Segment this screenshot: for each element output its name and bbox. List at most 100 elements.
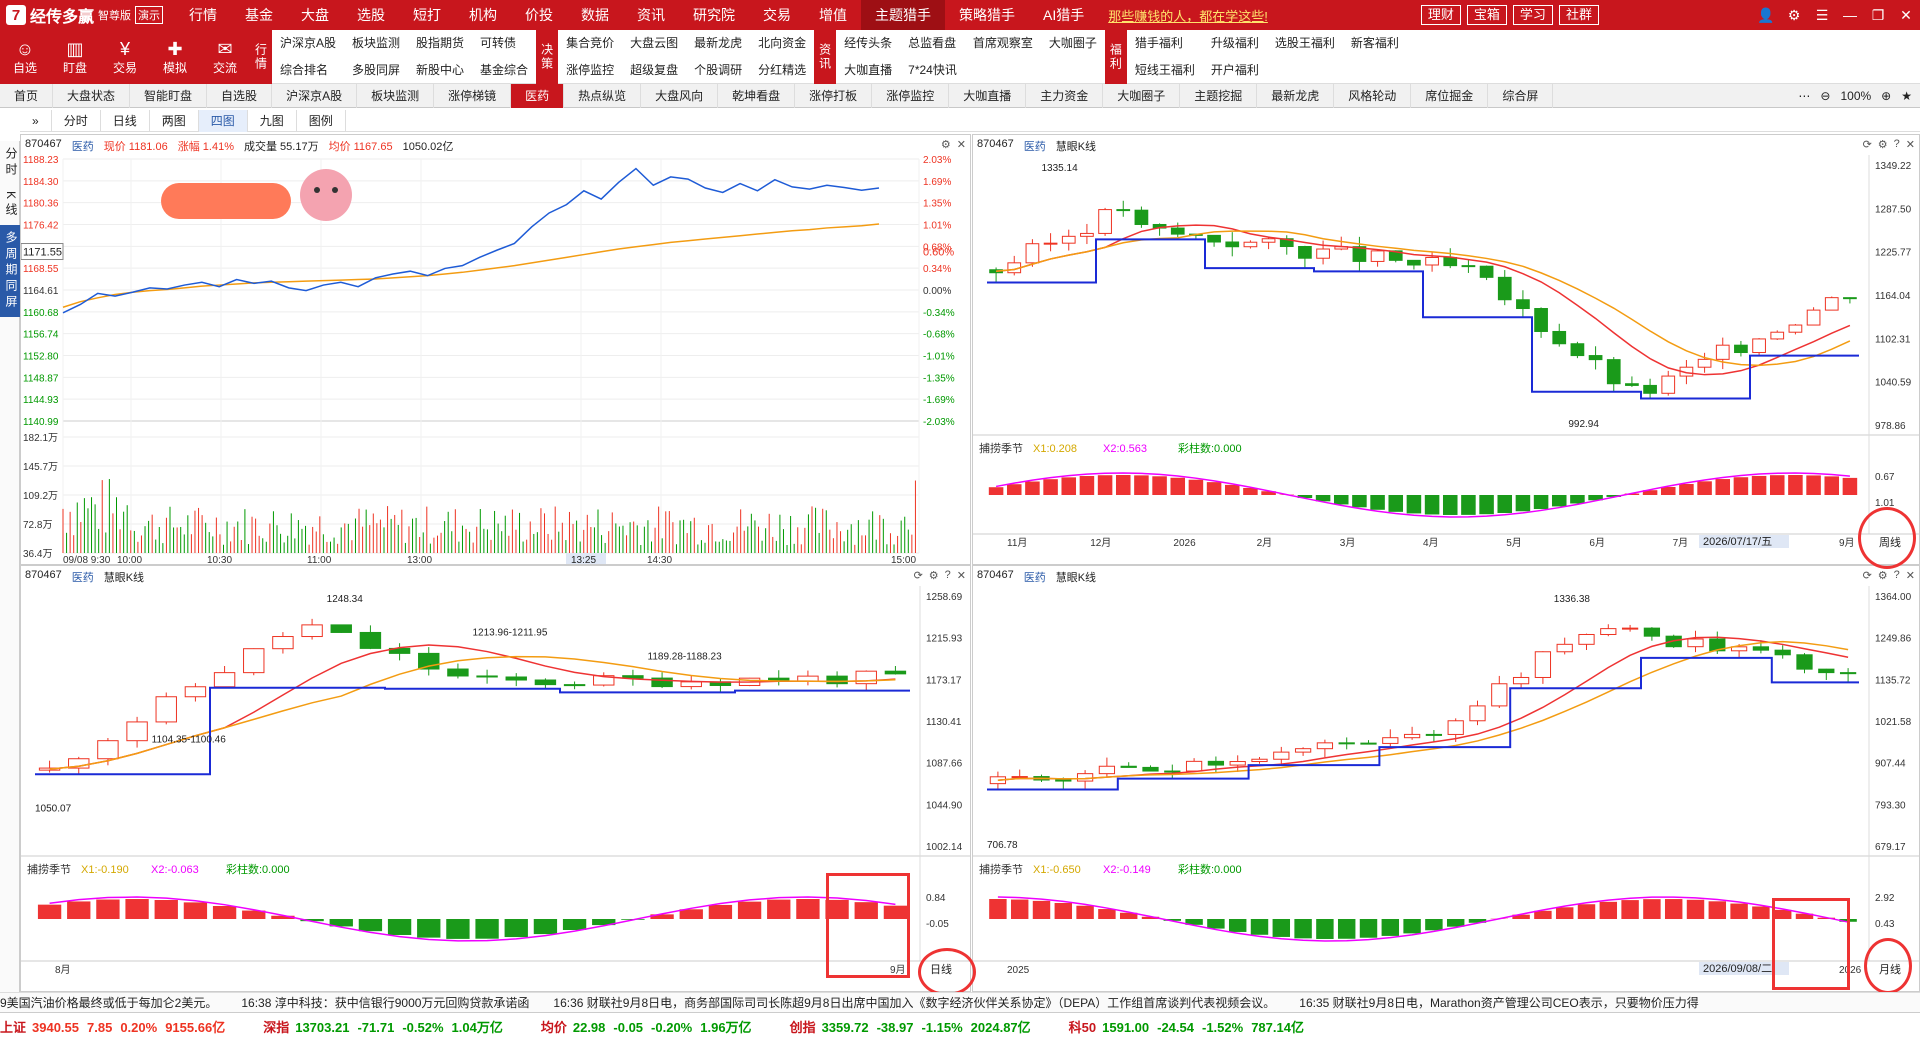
top-menu-item[interactable]: 增值 xyxy=(819,7,847,23)
page-tab[interactable]: 最新龙虎 xyxy=(1257,83,1335,108)
user-icon[interactable]: 👤 xyxy=(1757,6,1775,23)
top-menu-item[interactable]: 价投 xyxy=(525,7,553,23)
function-item[interactable]: 涨停监控 xyxy=(566,63,615,77)
slogan-link[interactable]: 那些赚钱的人，都在学这些! xyxy=(1108,8,1268,24)
function-item[interactable]: 综合排名 xyxy=(280,63,329,77)
monthly-kline-chart[interactable]: 1364.00 1249.86 1135.72 1021.58 907.44 793.30… xyxy=(973,566,1919,991)
big-icon-button[interactable]: ¥ 交易 xyxy=(100,30,150,84)
news-item[interactable]: 16:38 淳中科技：获中信银行9000万元回购贷款承诺函 xyxy=(241,996,530,1010)
function-item[interactable]: 北向资金 xyxy=(758,36,807,50)
function-item[interactable]: 股指期货 xyxy=(416,36,465,50)
top-menu-item[interactable]: 交易 xyxy=(763,7,791,23)
top-menu-item[interactable]: 大盘 xyxy=(301,7,329,23)
function-item[interactable]: 大盘云图 xyxy=(630,36,679,50)
big-icon-button[interactable]: ✉ 交流 xyxy=(200,30,250,84)
view-option[interactable]: 分时 xyxy=(52,109,101,132)
page-tab[interactable]: 自选股 xyxy=(207,83,273,108)
intraday-chart[interactable]: 1188.23 2.03% 1184.30 1.69% 1180.36 1.35% 1176… xyxy=(20,135,970,566)
view-option[interactable]: 四图 xyxy=(198,109,248,132)
function-item[interactable]: 分红精选 xyxy=(758,63,807,77)
top-menu-item[interactable]: 数据 xyxy=(581,7,609,23)
index-item[interactable]: 科50 1591.00 -24.54 -1.52% 787.14亿 xyxy=(1069,1017,1312,1036)
index-item[interactable]: 创指 3359.72 -38.97 -1.15% 2024.87亿 xyxy=(790,1017,1039,1036)
star-icon[interactable]: ★ xyxy=(1901,88,1912,103)
function-item[interactable]: 多股同屏 xyxy=(352,63,401,77)
indicator-select[interactable]: 慧眼K线 xyxy=(103,572,145,584)
function-item[interactable]: 开户福利 xyxy=(1210,63,1259,77)
close-icon[interactable]: ✕ xyxy=(1900,6,1912,23)
top-menu-item[interactable]: 基金 xyxy=(245,7,273,23)
close-icon[interactable]: ✕ xyxy=(956,139,966,151)
function-item[interactable]: 大咖直播 xyxy=(844,63,893,77)
page-tab[interactable]: 医药 xyxy=(511,83,565,108)
restore-icon[interactable]: ❐ xyxy=(1871,6,1885,23)
function-item[interactable]: 短线王福利 xyxy=(1134,63,1195,77)
page-tab[interactable]: 大咖直播 xyxy=(949,83,1027,108)
menu-icon[interactable]: ☰ xyxy=(1815,6,1829,23)
zoom-out-icon[interactable]: ⊖ xyxy=(1820,88,1831,103)
news-ticker[interactable]: 9美国汽油价格最终或低于每加仑2美元。 16:38 淳中科技：获中信银行9000万… xyxy=(0,992,1920,1012)
top-menu-item[interactable]: 研究院 xyxy=(693,7,735,23)
top-right-button[interactable]: 学习 xyxy=(1512,5,1553,25)
help-icon[interactable]: ? xyxy=(1893,138,1900,150)
stock-name[interactable]: 医药 xyxy=(1023,572,1046,584)
top-menu-item[interactable]: 选股 xyxy=(357,7,385,23)
big-icon-button[interactable]: ✚ 模拟 xyxy=(150,30,200,84)
big-icon-button[interactable]: ☺ 自选 xyxy=(0,30,50,84)
page-tab[interactable]: 热点纵览 xyxy=(564,83,642,108)
function-item[interactable]: 总监看盘 xyxy=(908,36,957,50)
stock-name[interactable]: 医药 xyxy=(71,572,94,584)
view-option[interactable]: 图例 xyxy=(297,109,346,132)
news-item[interactable]: 9美国汽油价格最终或低于每加仑2美元。 xyxy=(0,996,218,1010)
page-tab[interactable]: 主题挖掘 xyxy=(1180,83,1258,108)
help-icon[interactable]: ? xyxy=(944,569,951,581)
stock-name[interactable]: 医药 xyxy=(71,141,94,153)
gear-icon[interactable]: ⚙ xyxy=(1877,139,1888,151)
top-menu-item[interactable]: 行情 xyxy=(189,7,217,23)
page-tab[interactable]: 大盘风向 xyxy=(641,83,719,108)
page-tab[interactable]: 首页 xyxy=(0,83,54,108)
page-tab[interactable]: 板块监测 xyxy=(357,83,435,108)
function-item[interactable]: 沪深京A股 xyxy=(280,36,337,50)
function-item[interactable]: 板块监测 xyxy=(352,36,401,50)
gear-icon[interactable]: ⚙ xyxy=(1787,6,1801,23)
refresh-icon[interactable]: ⟳ xyxy=(913,570,923,582)
function-item[interactable]: 7*24快讯 xyxy=(908,63,957,77)
function-item[interactable]: 集合竞价 xyxy=(566,36,615,50)
news-item[interactable]: 16:35 财联社9月8日电，Marathon资产管理公司CEO表示，只要物价压… xyxy=(1299,996,1699,1010)
page-tab[interactable]: 席位掘金 xyxy=(1411,83,1489,108)
more-icon[interactable]: ⋯ xyxy=(1798,88,1811,103)
function-item[interactable]: 基金综合 xyxy=(480,63,529,77)
top-menu-item[interactable]: 资讯 xyxy=(637,7,665,23)
function-item[interactable]: 升级福利 xyxy=(1210,36,1259,50)
function-item[interactable]: 经传头条 xyxy=(844,36,893,50)
page-tab[interactable]: 智能盯盘 xyxy=(130,83,208,108)
view-option[interactable]: 两图 xyxy=(150,109,199,132)
gear-icon[interactable]: ⚙ xyxy=(940,139,951,151)
top-menu-item[interactable]: 主题猎手 xyxy=(861,0,945,30)
top-menu-item[interactable]: 策略猎手 xyxy=(959,7,1015,23)
index-item[interactable]: 深指 13703.21 -71.71 -0.52% 1.04万亿 xyxy=(263,1017,511,1036)
app-logo[interactable]: 7 经传多赢 智尊版 演示 xyxy=(0,3,175,27)
zoom-in-icon[interactable]: ⊕ xyxy=(1881,88,1892,103)
side-tab[interactable]: 多周期同屏 xyxy=(0,225,20,318)
function-item[interactable]: 个股调研 xyxy=(694,63,743,77)
function-item[interactable]: 大咖圈子 xyxy=(1048,36,1097,50)
refresh-icon[interactable]: ⟳ xyxy=(1862,570,1872,582)
refresh-icon[interactable]: ⟳ xyxy=(1862,139,1872,151)
function-item[interactable]: 选股王福利 xyxy=(1274,36,1335,50)
side-tab[interactable]: 分时 xyxy=(4,147,18,179)
weekly-kline-chart[interactable]: 1349.22 1287.50 1225.77 1164.04 1102.31 1040.… xyxy=(973,135,1919,564)
help-icon[interactable]: ? xyxy=(1893,569,1900,581)
function-item[interactable]: 可转债 xyxy=(480,36,517,50)
page-tab[interactable]: 涨停梯镜 xyxy=(434,83,512,108)
page-tab[interactable]: 风格轮动 xyxy=(1334,83,1412,108)
page-tab[interactable]: 沪深京A股 xyxy=(272,83,358,108)
view-option[interactable]: 日线 xyxy=(101,109,150,132)
top-right-button[interactable]: 宝箱 xyxy=(1466,5,1507,25)
collapse-icon[interactable]: » xyxy=(20,109,52,132)
function-item[interactable]: 新客福利 xyxy=(1350,36,1399,50)
stock-name[interactable]: 医药 xyxy=(1023,141,1046,153)
function-item[interactable]: 首席观察室 xyxy=(972,36,1033,50)
gear-icon[interactable]: ⚙ xyxy=(1877,570,1888,582)
